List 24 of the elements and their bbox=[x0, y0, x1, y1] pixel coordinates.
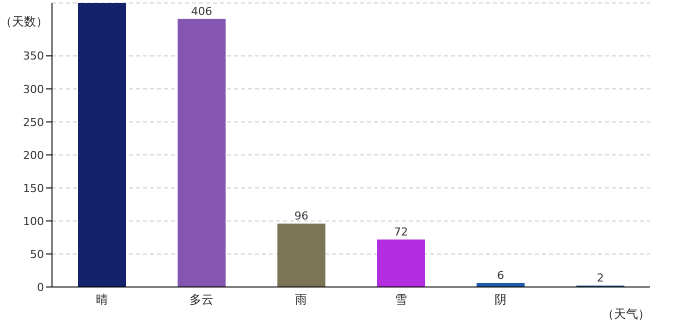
data-label: 72 bbox=[394, 225, 408, 238]
x-tick-label: 雪 bbox=[394, 292, 407, 307]
y-tick-label: 50 bbox=[30, 248, 44, 261]
x-axis-title: （天气） bbox=[602, 307, 650, 320]
bar bbox=[277, 224, 326, 287]
y-tick-label: 300 bbox=[23, 82, 44, 96]
x-tick-label: 阴 bbox=[494, 292, 506, 307]
y-tick-label: 350 bbox=[23, 50, 44, 63]
y-axis-title: （天数） bbox=[0, 14, 48, 29]
y-tick-label: 150 bbox=[23, 182, 44, 195]
x-tick-label: 晴 bbox=[96, 292, 108, 307]
y-tick-label: 200 bbox=[23, 148, 44, 162]
bar bbox=[78, 3, 126, 287]
y-tick-label: 0 bbox=[37, 280, 44, 294]
bar bbox=[178, 18, 226, 287]
data-label: 96 bbox=[294, 210, 308, 223]
bar bbox=[377, 239, 425, 287]
data-label: 406 bbox=[191, 4, 212, 18]
x-tick-label: 雨 bbox=[295, 292, 308, 307]
y-tick-label: 250 bbox=[23, 116, 44, 129]
data-label: 2 bbox=[596, 272, 604, 285]
data-label: 6 bbox=[497, 269, 504, 282]
x-tick-label: 多云 bbox=[190, 292, 214, 307]
y-tick-label: 100 bbox=[23, 214, 44, 228]
